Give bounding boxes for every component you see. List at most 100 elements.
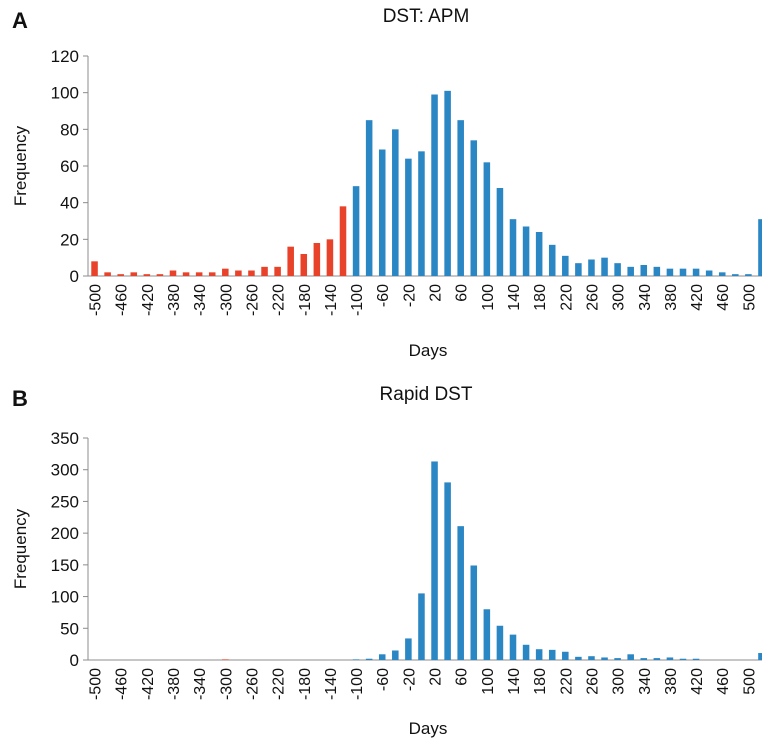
bar xyxy=(653,266,661,276)
bar xyxy=(627,266,634,276)
y-tick-label: 120 xyxy=(51,47,79,66)
x-tick-label: 300 xyxy=(611,668,628,695)
bar xyxy=(91,261,98,276)
bar xyxy=(222,659,229,660)
bar xyxy=(548,244,556,276)
bar xyxy=(392,650,399,660)
bar xyxy=(548,649,556,660)
y-tick-label: 300 xyxy=(51,461,79,480)
x-tick-label: -260 xyxy=(244,284,261,316)
y-tick-label: 20 xyxy=(60,230,79,249)
bar xyxy=(195,272,203,276)
bar xyxy=(431,94,438,276)
x-tick-label: -220 xyxy=(271,668,288,700)
bar xyxy=(562,651,569,660)
bar xyxy=(444,90,451,276)
bar xyxy=(575,656,582,660)
x-tick-label: -380 xyxy=(166,668,183,700)
bar xyxy=(470,565,478,660)
bar xyxy=(300,254,308,276)
bar xyxy=(614,658,621,660)
x-tick-label: -300 xyxy=(218,668,235,700)
chart-title-a: DST: APM xyxy=(382,6,470,27)
bar xyxy=(378,149,386,276)
bar xyxy=(679,658,687,660)
x-tick-label: 180 xyxy=(532,668,549,695)
bar xyxy=(352,659,360,660)
x-tick-label: -140 xyxy=(323,284,340,316)
bar xyxy=(745,274,752,276)
x-tick-label: 140 xyxy=(506,668,523,695)
bar xyxy=(326,239,334,276)
bar xyxy=(522,644,530,660)
bar xyxy=(392,129,399,276)
x-tick-label: -20 xyxy=(401,284,418,307)
x-tick-label: -500 xyxy=(88,668,105,700)
x-tick-label: 500 xyxy=(741,668,758,695)
bar xyxy=(705,270,713,276)
bar xyxy=(208,272,216,276)
x-tick-label: 140 xyxy=(506,284,523,311)
bar xyxy=(470,140,478,276)
x-tick-label: 60 xyxy=(454,284,471,302)
bar xyxy=(352,186,360,276)
bar xyxy=(405,158,412,276)
x-tick-label: 180 xyxy=(532,284,549,311)
bar xyxy=(365,120,373,277)
x-tick-label: -340 xyxy=(192,668,209,700)
y-tick-label: 350 xyxy=(51,429,79,448)
y-tick-label: 100 xyxy=(51,84,79,103)
x-tick-label: 60 xyxy=(454,668,471,686)
x-tick-label: -180 xyxy=(297,668,314,700)
x-axis-label: Days xyxy=(409,341,448,360)
x-tick-label: -300 xyxy=(218,284,235,316)
x-tick-label: -380 xyxy=(166,284,183,316)
x-tick-label: -260 xyxy=(244,668,261,700)
bar xyxy=(169,270,177,276)
bar xyxy=(104,272,111,276)
bar xyxy=(535,232,543,276)
x-tick-label: 380 xyxy=(663,668,680,695)
bar xyxy=(339,206,347,276)
x-tick-label: -60 xyxy=(375,668,392,691)
bar xyxy=(614,263,621,276)
bar xyxy=(418,151,425,276)
bar xyxy=(222,268,229,276)
x-tick-label: 100 xyxy=(480,284,497,311)
bar xyxy=(457,526,464,660)
bar xyxy=(588,656,595,660)
panel-letter-b: B xyxy=(12,386,28,411)
y-axis-label: Frequency xyxy=(11,125,30,206)
x-tick-label: -100 xyxy=(349,284,366,316)
y-tick-label: 60 xyxy=(60,157,79,176)
x-tick-label: -60 xyxy=(375,284,392,307)
histogram-chart-b: 0 50 100 150 200 250 300 350 -500 -460 -420 -380 -34… xyxy=(11,429,762,738)
bar xyxy=(535,649,543,660)
bar xyxy=(182,272,190,276)
x-tick-label: 100 xyxy=(480,668,497,695)
bar xyxy=(666,657,674,660)
y-tick-label: 150 xyxy=(51,556,79,575)
bar xyxy=(718,272,726,276)
bar xyxy=(143,274,151,276)
chart-title-b: Rapid DST xyxy=(379,384,473,405)
x-tick-label: 340 xyxy=(637,668,654,695)
panel-b: B Rapid DST 0 50 100 150 200 250 300 350 -500 -46… xyxy=(0,378,762,741)
x-tick-label: -140 xyxy=(323,668,340,700)
bar xyxy=(758,653,762,660)
y-tick-label: 0 xyxy=(70,267,79,286)
x-tick-label: 380 xyxy=(663,284,680,311)
bar xyxy=(235,270,242,276)
bar xyxy=(562,255,569,276)
bar xyxy=(692,268,700,276)
bar xyxy=(601,257,608,276)
bar xyxy=(496,188,504,276)
x-tick-label: 260 xyxy=(584,284,601,311)
x-tick-label: 20 xyxy=(428,668,445,686)
bar xyxy=(732,274,739,276)
bar xyxy=(457,120,464,277)
bar xyxy=(261,266,268,276)
x-tick-label: -220 xyxy=(271,284,288,316)
y-tick-label: 0 xyxy=(70,651,79,670)
